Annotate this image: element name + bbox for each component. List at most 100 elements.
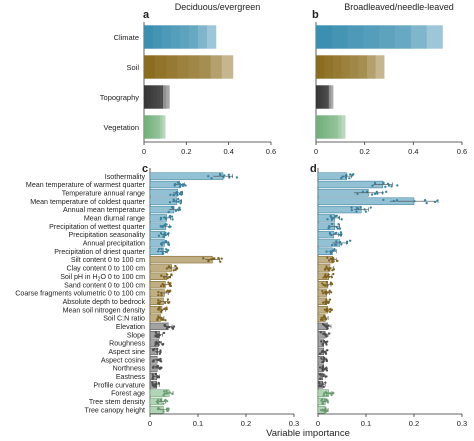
data-point bbox=[178, 185, 182, 189]
data-point bbox=[365, 190, 369, 193]
bar-segment-soil bbox=[350, 55, 359, 79]
data-point bbox=[166, 408, 170, 411]
data-point bbox=[325, 265, 328, 268]
data-point bbox=[177, 197, 180, 201]
data-point bbox=[218, 172, 222, 175]
panel-d: d 0 0.1 0.2 0.3 bbox=[310, 163, 467, 428]
data-point bbox=[159, 359, 162, 362]
data-point bbox=[202, 257, 205, 260]
data-point bbox=[159, 357, 162, 361]
data-point bbox=[332, 249, 335, 252]
data-point bbox=[324, 341, 328, 344]
variable-label-16: Mean soil nitrogen density bbox=[63, 306, 146, 314]
data-point bbox=[220, 257, 223, 260]
data-point bbox=[324, 318, 328, 321]
data-point bbox=[335, 225, 338, 229]
data-point bbox=[321, 282, 324, 285]
data-point bbox=[160, 294, 163, 297]
bar-segment-climate bbox=[426, 25, 443, 49]
data-point bbox=[157, 247, 161, 251]
bar-segment-vegetation bbox=[162, 115, 166, 139]
data-point bbox=[155, 333, 158, 336]
variable-label-23: Northness bbox=[113, 365, 146, 373]
data-point bbox=[167, 243, 171, 247]
data-point bbox=[332, 391, 335, 395]
data-point bbox=[321, 383, 324, 386]
data-point bbox=[359, 206, 362, 209]
x-tick-label: 0 bbox=[314, 147, 318, 156]
bar-segment-topography bbox=[316, 85, 319, 109]
data-point bbox=[326, 327, 329, 330]
data-point bbox=[158, 367, 161, 370]
bar-segment-climate bbox=[206, 25, 217, 49]
data-point bbox=[323, 268, 327, 271]
data-point bbox=[165, 308, 168, 311]
data-point bbox=[325, 375, 328, 378]
data-point bbox=[337, 223, 340, 226]
category-label-climate: Climate bbox=[114, 33, 139, 42]
data-point bbox=[181, 183, 185, 186]
data-point bbox=[425, 201, 428, 205]
data-point bbox=[152, 359, 155, 363]
data-point bbox=[164, 240, 167, 243]
data-point bbox=[329, 282, 332, 285]
bar-segment-topography bbox=[153, 85, 157, 109]
variable-label-6: Precipitation of wettest quarter bbox=[49, 223, 145, 231]
data-point bbox=[324, 324, 328, 327]
data-point bbox=[385, 190, 388, 193]
bar-segment-vegetation bbox=[341, 115, 346, 139]
bar-segment-soil bbox=[155, 55, 167, 79]
data-point bbox=[151, 377, 154, 380]
data-point bbox=[227, 173, 230, 176]
x-tick-label: 0.1 bbox=[193, 419, 203, 428]
bar-segment-soil bbox=[221, 55, 234, 79]
data-point bbox=[174, 209, 178, 213]
bar-segment-vegetation bbox=[157, 115, 161, 139]
bar-segment-climate bbox=[161, 25, 172, 49]
bar-segment-topography bbox=[320, 85, 323, 109]
data-point bbox=[340, 243, 343, 246]
data-point bbox=[329, 214, 332, 218]
x-tick-label: 0.1 bbox=[361, 419, 371, 428]
bar-segment-vegetation bbox=[330, 115, 335, 139]
data-point bbox=[151, 366, 155, 369]
data-point bbox=[174, 264, 177, 268]
data-point bbox=[355, 210, 358, 213]
data-point bbox=[373, 192, 377, 195]
data-point bbox=[387, 184, 391, 187]
data-point bbox=[171, 218, 174, 221]
variable-label-2: Temperature annual range bbox=[62, 189, 145, 197]
bar-segment-topography bbox=[166, 85, 170, 109]
data-point bbox=[152, 385, 155, 388]
data-point bbox=[390, 185, 393, 188]
data-point bbox=[325, 369, 329, 372]
bar-segment-soil bbox=[316, 55, 325, 79]
data-point bbox=[164, 250, 168, 254]
data-point bbox=[320, 399, 323, 402]
data-point bbox=[335, 231, 338, 235]
data-point bbox=[396, 184, 399, 187]
data-point bbox=[179, 202, 182, 205]
data-point bbox=[328, 392, 332, 395]
data-point bbox=[373, 181, 377, 185]
data-point bbox=[223, 174, 226, 177]
data-point bbox=[156, 335, 159, 338]
bar-segment-vegetation bbox=[151, 115, 155, 139]
data-point bbox=[338, 227, 341, 230]
data-point bbox=[166, 273, 169, 276]
data-point bbox=[322, 301, 325, 304]
bar-segment-soil bbox=[144, 55, 156, 79]
bar-segment-climate bbox=[410, 25, 428, 49]
data-point bbox=[157, 294, 160, 297]
bar-segment-soil bbox=[333, 55, 342, 79]
data-point bbox=[163, 216, 166, 219]
data-point bbox=[167, 232, 170, 235]
x-tick-label: 0.6 bbox=[457, 147, 467, 156]
bar-segment-topography bbox=[322, 85, 325, 109]
bar-segment-climate bbox=[363, 25, 380, 49]
data-point bbox=[319, 384, 322, 388]
bar-segment-soil bbox=[341, 55, 351, 79]
bar-segment-climate bbox=[144, 25, 154, 49]
data-point bbox=[369, 206, 372, 209]
